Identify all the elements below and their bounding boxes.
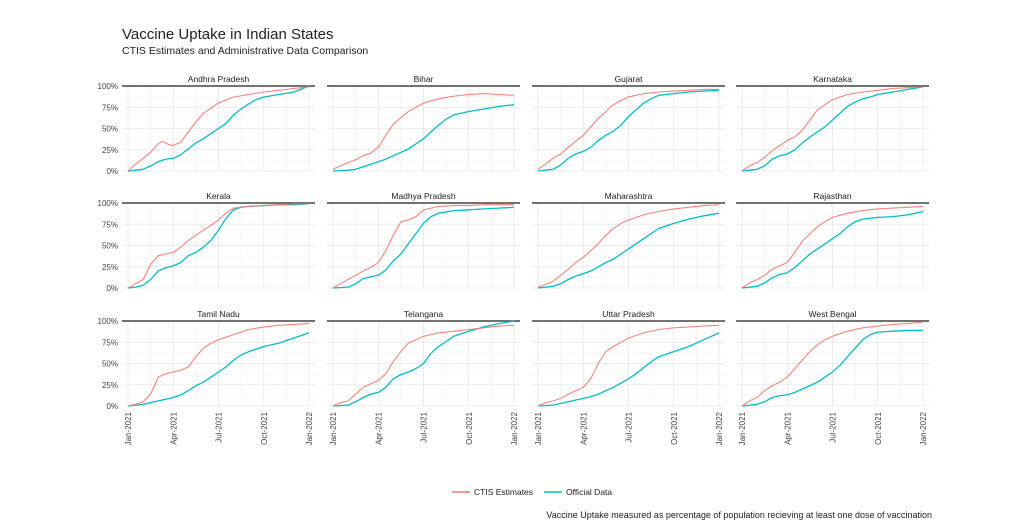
series-line-ctis-maharashtra — [537, 204, 720, 288]
series-line-official-andhra-pradesh — [127, 85, 310, 172]
x-tick-label: Apr-2021 — [579, 411, 588, 444]
series-line-official-uttar-pradesh — [537, 332, 720, 407]
y-tick-label: 25% — [102, 263, 118, 272]
y-tick-label: 0% — [106, 167, 118, 176]
series-line-ctis-telangana — [332, 324, 515, 407]
x-tick-label: Jan-2022 — [919, 411, 928, 445]
x-tick-label: Apr-2021 — [169, 411, 178, 444]
series-line-ctis-uttar-pradesh — [537, 324, 720, 407]
y-tick-label: 50% — [102, 242, 118, 251]
y-tick-label: 100% — [98, 317, 118, 326]
series-line-ctis-kerala — [127, 203, 309, 289]
y-tick-label: 50% — [102, 125, 118, 134]
y-tick-label: 25% — [102, 146, 118, 155]
x-tick-label: Jan-2022 — [715, 411, 724, 445]
series-line-ctis-west-bengal — [741, 321, 924, 407]
legend-label-official: Official Data — [566, 487, 612, 497]
y-tick-label: 0% — [106, 402, 118, 411]
x-tick-label: Jan-2021 — [738, 411, 747, 445]
x-tick-label: Oct-2021 — [465, 411, 474, 444]
x-tick-label: Jul-2021 — [420, 411, 429, 442]
series-line-ctis-madhya-pradesh — [332, 204, 514, 289]
series-line-official-bihar — [332, 104, 515, 172]
x-tick-label: Jan-2021 — [124, 411, 133, 445]
chart-title: Vaccine Uptake in Indian States — [122, 26, 334, 43]
facet-title-maharashtra: Maharashtra — [605, 191, 653, 201]
facet-title-uttar-pradesh: Uttar Pradesh — [602, 309, 655, 319]
facet-title-gujarat: Gujarat — [615, 74, 644, 84]
facet-title-karnataka: Karnataka — [813, 74, 852, 84]
x-tick-label: Jul-2021 — [625, 411, 634, 442]
facet-title-andhra-pradesh: Andhra Pradesh — [188, 74, 250, 84]
chart-subtitle: CTIS Estimates and Administrative Data C… — [122, 45, 369, 57]
facet-title-rajasthan: Rajasthan — [813, 191, 852, 201]
series-line-official-west-bengal — [741, 329, 923, 407]
y-tick-label: 75% — [102, 338, 118, 347]
y-tick-label: 100% — [98, 82, 118, 91]
series-line-ctis-bihar — [332, 93, 515, 170]
series-line-ctis-gujarat — [537, 88, 719, 170]
facet-title-west-bengal: West Bengal — [808, 309, 856, 319]
x-tick-label: Apr-2021 — [783, 411, 792, 444]
x-tick-label: Jan-2021 — [329, 411, 338, 445]
x-tick-label: Jul-2021 — [215, 411, 224, 442]
series-line-official-gujarat — [537, 89, 720, 172]
x-tick-label: Oct-2021 — [670, 411, 679, 444]
series-line-official-telangana — [332, 320, 515, 407]
series-line-ctis-rajasthan — [741, 205, 924, 289]
facet-title-tamil-nadu: Tamil Nadu — [197, 309, 240, 319]
series-line-official-rajasthan — [741, 210, 924, 289]
facet-title-kerala: Kerala — [206, 191, 231, 201]
y-tick-label: 0% — [106, 284, 118, 293]
legend-label-ctis: CTIS Estimates — [474, 487, 533, 497]
series-line-official-madhya-pradesh — [332, 206, 515, 289]
series-line-ctis-karnataka — [741, 86, 924, 172]
y-tick-label: 75% — [102, 220, 118, 229]
x-tick-label: Apr-2021 — [374, 411, 383, 444]
x-tick-label: Jul-2021 — [829, 411, 838, 442]
x-tick-label: Jan-2022 — [305, 411, 314, 445]
y-tick-label: 75% — [102, 103, 118, 112]
x-tick-label: Jan-2021 — [534, 411, 543, 445]
series-line-official-maharashtra — [537, 212, 720, 289]
series-line-official-karnataka — [741, 86, 924, 172]
facet-title-bihar: Bihar — [414, 74, 434, 84]
facet-title-madhya-pradesh: Madhya Pradesh — [391, 191, 456, 201]
y-tick-label: 100% — [98, 199, 118, 208]
y-tick-label: 25% — [102, 381, 118, 390]
x-tick-label: Oct-2021 — [260, 411, 269, 444]
x-tick-label: Jan-2022 — [510, 411, 519, 445]
x-tick-label: Oct-2021 — [874, 411, 883, 444]
series-line-official-tamil-nadu — [127, 332, 310, 407]
chart-caption: Vaccine Uptake measured as percentage of… — [546, 510, 932, 520]
y-tick-label: 50% — [102, 360, 118, 369]
facet-title-telangana: Telangana — [404, 309, 444, 319]
series-line-ctis-andhra-pradesh — [127, 86, 310, 172]
series-line-ctis-tamil-nadu — [127, 323, 310, 407]
